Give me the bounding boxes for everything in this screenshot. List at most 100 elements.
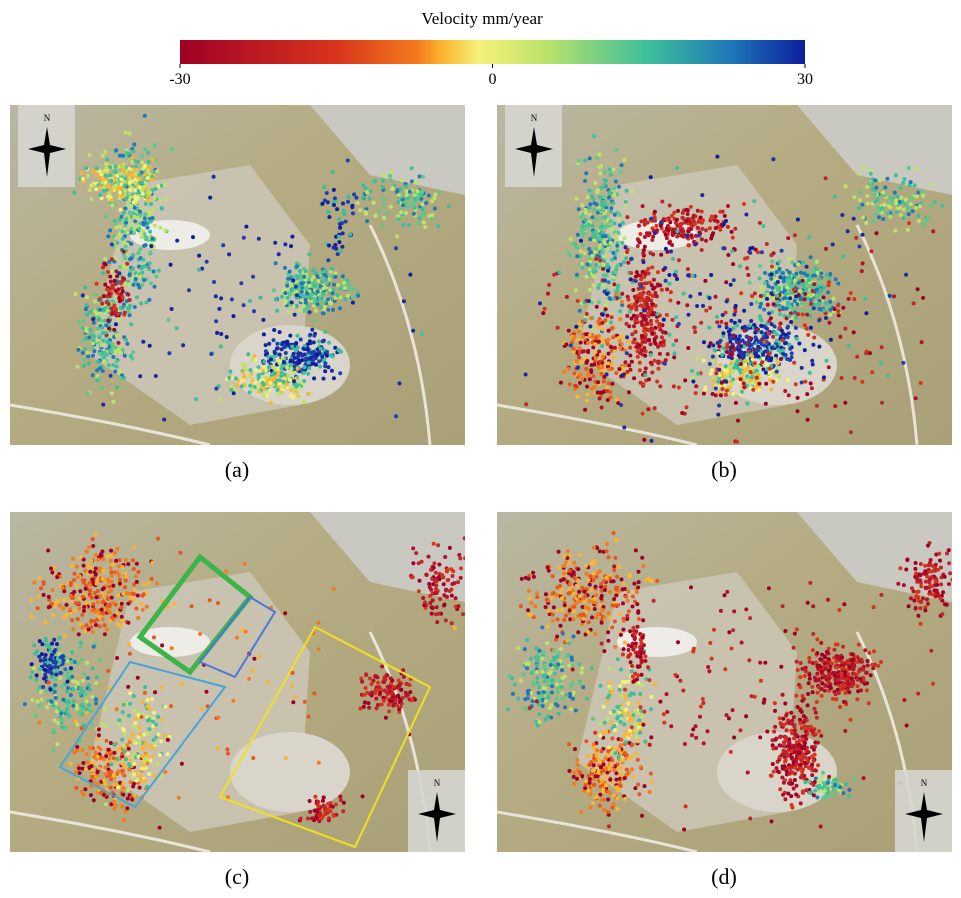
velocity-point [922, 223, 926, 227]
velocity-point [420, 332, 424, 336]
velocity-point [150, 577, 154, 581]
velocity-point [702, 359, 706, 363]
velocity-point [336, 293, 340, 297]
velocity-point [373, 179, 377, 183]
velocity-point [160, 207, 164, 211]
velocity-point [571, 347, 575, 351]
velocity-point [445, 568, 449, 572]
velocity-point [232, 391, 236, 395]
velocity-point [95, 338, 99, 342]
velocity-point [763, 281, 767, 285]
velocity-point [315, 810, 319, 814]
velocity-point [124, 558, 128, 562]
velocity-point [152, 270, 156, 274]
map-image: N [10, 105, 465, 445]
velocity-point [404, 201, 408, 205]
velocity-point [205, 260, 209, 264]
velocity-point [336, 283, 340, 287]
velocity-point [356, 294, 360, 298]
velocity-point [147, 160, 151, 164]
velocity-point [640, 323, 644, 327]
velocity-point [49, 567, 53, 571]
velocity-point [388, 174, 392, 178]
velocity-point [120, 804, 124, 808]
velocity-point [252, 657, 256, 661]
velocity-point [575, 273, 579, 277]
velocity-point [642, 309, 646, 313]
velocity-point [647, 338, 651, 342]
velocity-point [769, 387, 773, 391]
velocity-point [72, 590, 76, 594]
velocity-point [412, 212, 416, 216]
velocity-point [730, 249, 734, 253]
velocity-point [146, 176, 150, 180]
velocity-point [61, 718, 65, 722]
velocity-point [131, 253, 135, 257]
velocity-point [685, 208, 689, 212]
velocity-point [346, 294, 350, 298]
velocity-point [34, 714, 38, 718]
pit-floor [230, 732, 350, 812]
velocity-point [128, 691, 132, 695]
velocity-point [124, 338, 128, 342]
velocity-point [815, 295, 819, 299]
velocity-point [96, 558, 100, 562]
velocity-point [123, 732, 127, 736]
velocity-point [627, 298, 631, 302]
velocity-point [390, 171, 394, 175]
velocity-point [766, 293, 770, 297]
velocity-point [296, 276, 300, 280]
velocity-point [773, 357, 777, 361]
velocity-point [434, 612, 438, 616]
velocity-point [308, 799, 312, 803]
velocity-point [596, 188, 600, 192]
velocity-point [591, 231, 595, 235]
velocity-point [338, 226, 342, 230]
velocity-point [669, 250, 673, 254]
velocity-point [249, 368, 253, 372]
figure: Velocity mm/year -30030 N(a)N(b)N(c)N(d) [0, 0, 961, 893]
velocity-point [579, 361, 583, 365]
velocity-point [145, 187, 149, 191]
velocity-point [450, 621, 454, 625]
velocity-point [109, 777, 113, 781]
velocity-point [694, 384, 698, 388]
velocity-point [89, 709, 93, 713]
velocity-point [94, 595, 98, 599]
velocity-point [685, 219, 689, 223]
velocity-point [435, 620, 439, 624]
velocity-point [649, 217, 653, 221]
velocity-point [386, 211, 390, 215]
velocity-point [907, 212, 911, 216]
velocity-point [122, 744, 126, 748]
velocity-point [187, 288, 191, 292]
velocity-point [101, 611, 105, 615]
velocity-point [144, 756, 148, 760]
velocity-point [789, 320, 793, 324]
velocity-point [30, 662, 34, 666]
velocity-point [597, 234, 601, 238]
velocity-point [107, 341, 111, 345]
velocity-point [122, 818, 126, 822]
velocity-point [110, 257, 114, 261]
velocity-point [753, 361, 757, 365]
velocity-point [126, 752, 130, 756]
velocity-point [298, 269, 302, 273]
velocity-point [909, 202, 913, 206]
velocity-point [649, 322, 653, 326]
velocity-point [104, 215, 108, 219]
velocity-point [121, 592, 125, 596]
velocity-point [153, 285, 157, 289]
velocity-point [115, 757, 119, 761]
velocity-point [65, 707, 69, 711]
velocity-point [873, 213, 877, 217]
velocity-point [143, 760, 147, 764]
velocity-point [313, 297, 317, 301]
velocity-point [766, 303, 770, 307]
velocity-point [320, 816, 324, 820]
velocity-point [634, 279, 638, 283]
velocity-point [79, 641, 83, 645]
velocity-point [227, 376, 231, 380]
velocity-point [798, 289, 802, 293]
velocity-point [434, 571, 438, 575]
